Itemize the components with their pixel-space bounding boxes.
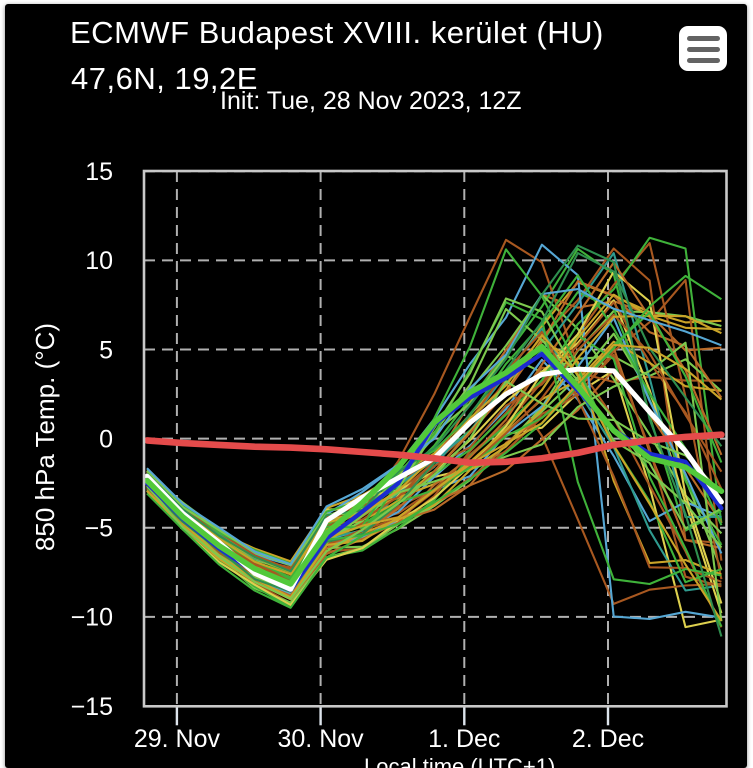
svg-text:29. Nov: 29. Nov	[134, 725, 221, 753]
svg-text:30. Nov: 30. Nov	[278, 725, 365, 753]
svg-text:−5: −5	[84, 515, 113, 543]
svg-text:15: 15	[85, 158, 113, 186]
svg-text:5: 5	[99, 336, 113, 364]
svg-text:−10: −10	[71, 604, 113, 632]
svg-text:2. Dec: 2. Dec	[572, 725, 644, 753]
svg-text:0: 0	[99, 425, 113, 453]
svg-text:−15: −15	[71, 693, 113, 721]
svg-text:10: 10	[85, 247, 113, 275]
svg-text:1. Dec: 1. Dec	[428, 725, 500, 753]
